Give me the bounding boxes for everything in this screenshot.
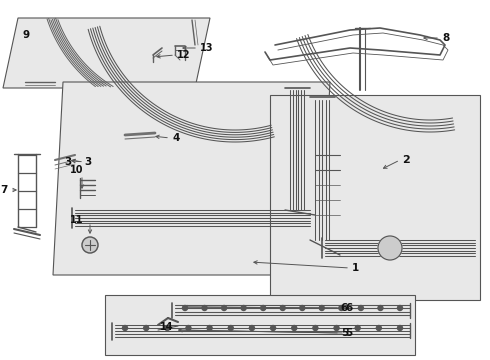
Text: 7: 7 xyxy=(0,185,8,195)
Circle shape xyxy=(82,237,98,253)
Circle shape xyxy=(280,306,285,310)
Circle shape xyxy=(397,325,402,330)
Circle shape xyxy=(319,306,324,310)
Circle shape xyxy=(165,325,170,330)
Polygon shape xyxy=(105,295,415,355)
Circle shape xyxy=(144,325,148,330)
Circle shape xyxy=(378,236,402,260)
Text: 3: 3 xyxy=(84,157,91,167)
Circle shape xyxy=(122,325,127,330)
Text: 3: 3 xyxy=(65,157,72,167)
Circle shape xyxy=(339,306,344,310)
Text: 2: 2 xyxy=(402,155,410,165)
Circle shape xyxy=(376,325,381,330)
Text: 14: 14 xyxy=(160,322,173,332)
Text: 5: 5 xyxy=(341,328,348,338)
Polygon shape xyxy=(3,18,210,88)
Text: 9: 9 xyxy=(22,30,29,40)
Circle shape xyxy=(358,306,364,310)
Text: 5: 5 xyxy=(345,328,352,338)
Circle shape xyxy=(207,325,212,330)
Circle shape xyxy=(241,306,246,310)
Text: 12: 12 xyxy=(177,50,191,60)
Text: 8: 8 xyxy=(442,33,449,43)
Text: 6: 6 xyxy=(341,303,348,313)
Circle shape xyxy=(355,325,360,330)
Circle shape xyxy=(202,306,207,310)
Text: 11: 11 xyxy=(70,215,83,225)
Polygon shape xyxy=(53,82,330,275)
Circle shape xyxy=(334,325,339,330)
Circle shape xyxy=(261,306,266,310)
Text: 10: 10 xyxy=(70,165,83,175)
Circle shape xyxy=(300,306,305,310)
Circle shape xyxy=(186,325,191,330)
Text: 4: 4 xyxy=(172,133,179,143)
Circle shape xyxy=(221,306,226,310)
Circle shape xyxy=(270,325,275,330)
Circle shape xyxy=(378,306,383,310)
Text: 6: 6 xyxy=(345,303,352,313)
Circle shape xyxy=(397,306,402,310)
Polygon shape xyxy=(270,95,480,300)
Circle shape xyxy=(292,325,297,330)
Circle shape xyxy=(249,325,254,330)
Text: 13: 13 xyxy=(200,43,214,53)
Text: 1: 1 xyxy=(352,263,359,273)
Circle shape xyxy=(313,325,318,330)
Circle shape xyxy=(182,306,188,310)
Circle shape xyxy=(228,325,233,330)
